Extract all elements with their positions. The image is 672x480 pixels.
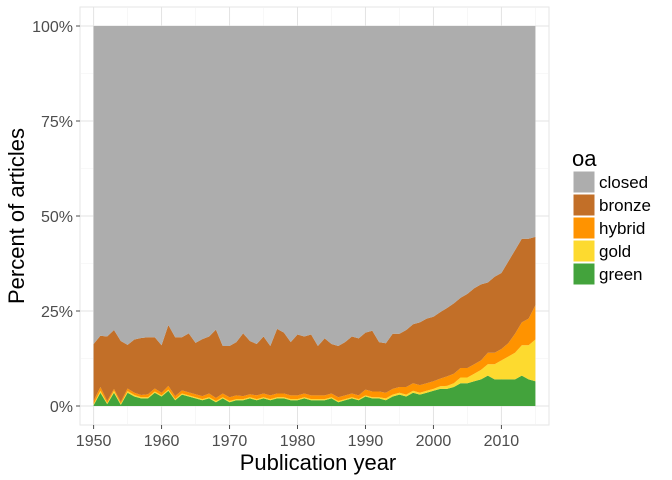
area-layers [93,26,536,406]
area-green [93,375,536,406]
legend-label-hybrid: hybrid [599,219,645,238]
x-axis: 1950 1960 1970 1980 1990 2000 2010 [76,425,520,450]
legend-label-closed: closed [599,173,648,192]
area-bronze [93,236,536,402]
y-tick-label: 0% [50,399,73,416]
y-tick-label: 100% [32,19,73,36]
legend-swatch-gold [572,239,596,263]
x-axis-title: Publication year [240,450,397,475]
legend-swatch-bronze [572,193,596,217]
legend-label-green: green [599,265,642,284]
y-tick-label: 25% [41,304,73,321]
x-tick-label: 2000 [416,433,452,450]
area-closed [93,26,536,346]
legend-label-gold: gold [599,242,631,261]
x-tick-label: 1960 [144,433,180,450]
y-tick-label: 75% [41,114,73,131]
legend-label-bronze: bronze [599,196,651,215]
legend-swatch-hybrid [572,216,596,240]
area-hybrid [93,305,536,405]
legend-swatch-closed [572,170,596,194]
y-axis: 0% 25% 50% 75% 100% [32,19,80,416]
x-tick-label: 1990 [348,433,384,450]
x-tick-label: 2010 [484,433,520,450]
legend: oa closed bronze hybrid gold green [572,146,651,286]
y-tick-label: 50% [41,209,73,226]
legend-title: oa [572,146,597,171]
x-tick-label: 1980 [280,433,316,450]
y-axis-title: Percent of articles [4,128,29,304]
legend-swatch-green [572,262,596,286]
x-tick-label: 1970 [212,433,248,450]
x-tick-label: 1950 [76,433,112,450]
